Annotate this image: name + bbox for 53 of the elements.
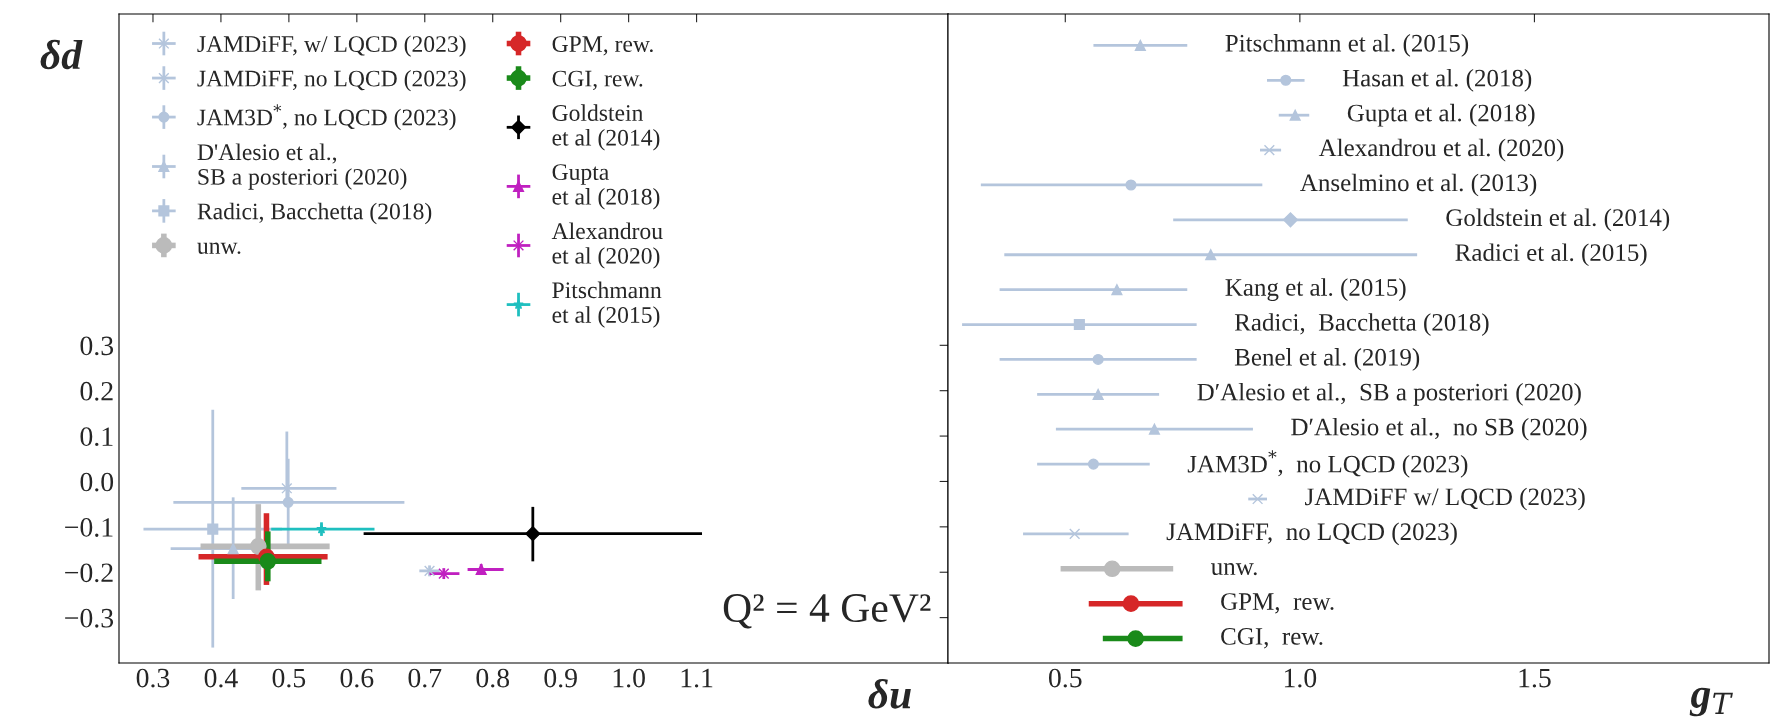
- series-label: Alexandrou et al. (2020): [1318, 138, 1564, 162]
- text: JAM3D$^{*}$, no LQCD (2023): [1187, 450, 1468, 478]
- text: Benel et al. (2019): [1234, 348, 1420, 371]
- y-tick-label: 0.2: [80, 381, 113, 401]
- y-tick-label: 0.1: [80, 427, 113, 447]
- x-tick-label: 0.9: [544, 668, 577, 688]
- x-tick-label: 1.0: [613, 668, 645, 688]
- x-tick-label: 0.8: [476, 668, 510, 688]
- legend-label: Radici, Bacchetta (2018): [197, 202, 432, 225]
- text: Hasan et al. (2018): [1342, 68, 1532, 92]
- x-tick-label: 1.1: [681, 668, 713, 688]
- x-tick-label: 0.5: [1048, 668, 1082, 688]
- legend-label: Alexandrou et al (2020): [551, 222, 663, 269]
- text: Kang et al. (2015): [1225, 278, 1406, 302]
- x-axis-title: δu: [868, 679, 911, 709]
- x-tick-label: 0.6: [340, 668, 374, 688]
- annotation: Q² = 4 GeV²: [723, 594, 931, 629]
- y-tick-label: −0.3: [65, 608, 114, 628]
- text: Goldstein et al. (2014): [1446, 208, 1670, 232]
- y-tick-label: 0.0: [80, 472, 114, 492]
- text: Pitschmann et al. (2015): [1225, 34, 1469, 57]
- x-tick-label: 0.7: [408, 668, 442, 688]
- text: D′Alesio et al., no SB (2020): [1291, 417, 1587, 441]
- x-tick-label: 0.4: [204, 668, 238, 688]
- legend-label: GPM, rew.: [552, 36, 653, 56]
- text: GPM, rew.: [1221, 593, 1334, 614]
- series-label: JAMDiFF w/ LQCD (2023): [1305, 487, 1585, 511]
- y-axis-title: δd: [40, 39, 83, 70]
- text: CGI, rew.: [1221, 628, 1323, 649]
- text: JAMDiFF, no LQCD (2023): [1166, 522, 1457, 546]
- legend-label: JAMDiFF, w/ LQCD (2023): [197, 35, 466, 57]
- y-tick-label: −0.2: [65, 563, 113, 583]
- text: D′Alesio et al., SB a posteriori (2020): [1197, 382, 1581, 406]
- x-tick-label: 0.3: [136, 668, 170, 688]
- series-label: Gupta et al. (2018): [1347, 103, 1535, 127]
- x-tick-label: 1.0: [1284, 668, 1317, 688]
- text: Radici, Bacchetta (2018): [1234, 313, 1489, 336]
- y-tick-label: −0.1: [65, 518, 113, 537]
- text: Radici et al. (2015): [1455, 243, 1647, 267]
- legend-label: Pitschmann et al (2015): [552, 281, 662, 328]
- x-axis-title: g$_{T}$: [1689, 687, 1733, 717]
- legend-label: JAM3D$^{*}$, no LQCD (2023): [197, 104, 456, 131]
- legend-label: Gupta et al (2018): [552, 164, 660, 210]
- y-tick-label: 0.3: [80, 336, 114, 356]
- text: unw.: [1211, 563, 1257, 576]
- legend-label: Goldstein et al (2014): [552, 104, 660, 151]
- legend-label: unw.: [197, 242, 241, 255]
- text: Anselmino et al. (2013): [1300, 173, 1537, 197]
- x-tick-label: 0.5: [272, 668, 306, 688]
- legend-label: JAMDiFF, no LQCD (2023): [197, 69, 466, 92]
- x-tick-label: 1.5: [1519, 668, 1551, 688]
- legend-label: CGI, rew.: [552, 70, 643, 90]
- legend-label: D'Alesio et al., SB a posteriori (2020): [197, 143, 407, 190]
